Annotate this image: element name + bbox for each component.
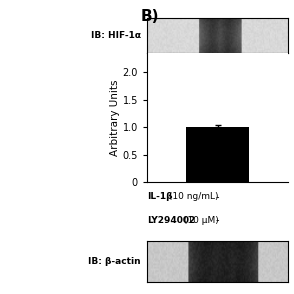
Text: (10 ng/mL): (10 ng/mL) [166, 193, 219, 201]
Text: LY294002: LY294002 [147, 216, 195, 225]
Text: -: - [216, 216, 219, 225]
Text: IB: HIF-1α: IB: HIF-1α [91, 31, 141, 40]
Text: -: - [216, 192, 219, 202]
Text: IB: β-actin: IB: β-actin [88, 257, 141, 266]
Text: B): B) [141, 9, 160, 24]
Y-axis label: Arbitrary Units: Arbitrary Units [110, 79, 120, 156]
Text: (10 μM): (10 μM) [181, 216, 218, 225]
Text: IL-1β: IL-1β [147, 193, 173, 201]
Bar [186, 127, 249, 182]
